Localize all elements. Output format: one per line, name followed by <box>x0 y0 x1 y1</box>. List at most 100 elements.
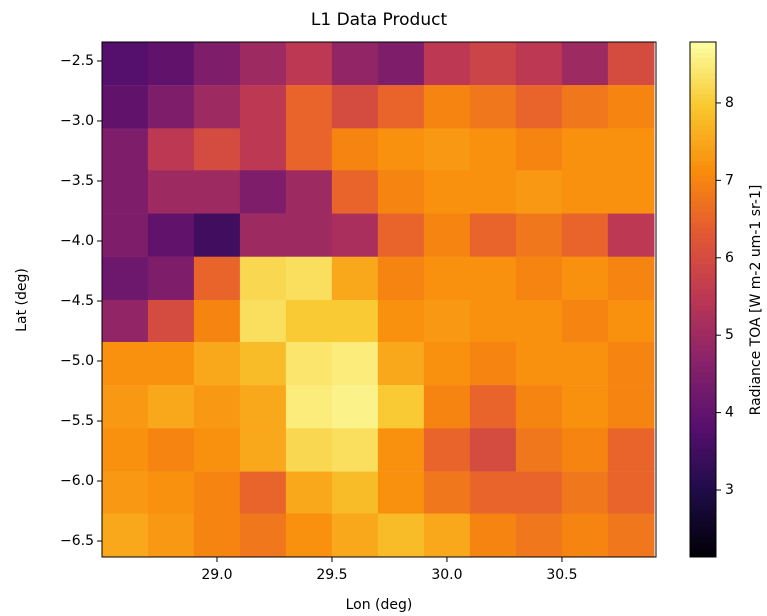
y-tick-label: −4.5 <box>60 293 94 309</box>
colorbar-segment <box>690 211 716 218</box>
colorbar-segment <box>690 490 716 496</box>
heatmap-cell <box>561 213 609 257</box>
colorbar-segment <box>690 294 716 300</box>
colorbar-segment <box>690 340 716 347</box>
colorbar-segment <box>690 124 716 131</box>
heatmap-cell <box>607 471 655 515</box>
colorbar-segment <box>690 237 716 244</box>
colorbar-segment <box>690 268 716 275</box>
colorbar-segment <box>690 47 716 53</box>
heatmap-cell <box>377 299 425 344</box>
heatmap-cell <box>101 41 149 86</box>
heatmap-cell <box>331 513 379 557</box>
colorbar-segment <box>690 433 716 440</box>
colorbar-segment <box>690 407 716 414</box>
heatmap-cell <box>285 256 333 301</box>
heatmap-cell <box>285 471 333 515</box>
heatmap-cell <box>193 213 241 257</box>
colorbar-segment <box>690 186 716 192</box>
heatmap-cell <box>377 85 425 129</box>
colorbar-segment <box>690 376 716 383</box>
colorbar-segment <box>690 253 716 259</box>
heatmap-cell <box>147 256 195 301</box>
colorbar-segment <box>690 366 716 373</box>
colorbar-segment <box>690 423 716 429</box>
colorbar-segment <box>690 500 716 506</box>
y-tick-label: −3.5 <box>60 173 94 189</box>
heatmap-cell <box>101 341 149 386</box>
heatmap-cell <box>239 341 287 386</box>
colorbar-segment <box>690 139 716 146</box>
colorbar-segment <box>690 381 716 388</box>
y-tick-label: −3.0 <box>60 113 94 129</box>
plot-frame <box>101 41 657 558</box>
colorbar-segment <box>690 551 716 558</box>
x-tick-label: 29.0 <box>201 567 232 583</box>
colorbar-segment <box>690 546 716 553</box>
colorbar-segment <box>690 78 716 84</box>
colorbar-segment <box>690 325 716 331</box>
heatmap-cell <box>331 41 379 86</box>
heatmap-cell <box>377 428 425 472</box>
heatmap-cell <box>423 299 471 344</box>
colorbar-segment <box>690 72 716 79</box>
colorbar-segment <box>690 459 716 465</box>
heatmap-cell <box>377 213 425 257</box>
y-tick-label: −4.0 <box>60 233 94 249</box>
heatmap-cell <box>515 341 563 386</box>
heatmap-cell <box>331 341 379 386</box>
heatmap-cell <box>239 428 287 472</box>
y-tick-label: −2.5 <box>60 53 94 69</box>
heatmap-cell <box>147 385 195 429</box>
heatmap-cell <box>423 41 471 86</box>
heatmap-cell <box>285 513 333 557</box>
heatmap-cell <box>469 213 517 257</box>
colorbar-segment <box>690 351 716 357</box>
heatmap-cell <box>469 299 517 344</box>
colorbar-segment <box>690 412 716 419</box>
heatmap-cell <box>607 428 655 472</box>
y-tick-label: −6.5 <box>60 533 94 549</box>
heatmap-cell <box>193 128 241 172</box>
colorbar-segment <box>690 196 716 203</box>
heatmap-cell <box>285 299 333 344</box>
heatmap-cell <box>607 256 655 301</box>
heatmap-cell <box>101 256 149 301</box>
colorbar-tick-label: 5 <box>725 327 734 343</box>
heatmap-cell <box>561 128 609 172</box>
colorbar-segment <box>690 103 716 110</box>
colorbar-segment <box>690 52 716 58</box>
heatmap-cell <box>193 299 241 344</box>
colorbar-tick-label: 4 <box>725 405 734 421</box>
heatmap-cell <box>515 256 563 301</box>
colorbar-segment <box>690 114 716 120</box>
heatmap-cell <box>469 85 517 129</box>
colorbar-segment <box>690 314 716 321</box>
heatmap-cell <box>607 513 655 557</box>
colorbar-tick-label: 6 <box>725 250 734 266</box>
heatmap-cell <box>607 85 655 129</box>
heatmap-cell <box>193 170 241 214</box>
heatmap-cell <box>147 471 195 515</box>
colorbar-segment <box>690 505 716 512</box>
colorbar-segment <box>690 510 716 517</box>
heatmap-cell <box>607 128 655 172</box>
heatmap-cell <box>515 299 563 344</box>
heatmap-cell <box>469 170 517 214</box>
colorbar-segment <box>690 526 716 532</box>
colorbar-segment <box>690 361 716 367</box>
colorbar-segment <box>690 289 716 295</box>
colorbar-segment <box>690 474 716 481</box>
colorbar-segment <box>690 356 716 362</box>
heatmap-cell <box>469 256 517 301</box>
heatmap-cell <box>285 341 333 386</box>
heatmap-cell <box>285 385 333 429</box>
heatmap-cell <box>561 471 609 515</box>
heatmap-cell <box>331 428 379 472</box>
colorbar-segment <box>690 57 716 64</box>
heatmap-cell <box>515 471 563 515</box>
heatmap-cell <box>193 256 241 301</box>
colorbar-segment <box>690 67 716 74</box>
colorbar-segment <box>690 145 716 151</box>
heatmap-cell <box>607 385 655 429</box>
